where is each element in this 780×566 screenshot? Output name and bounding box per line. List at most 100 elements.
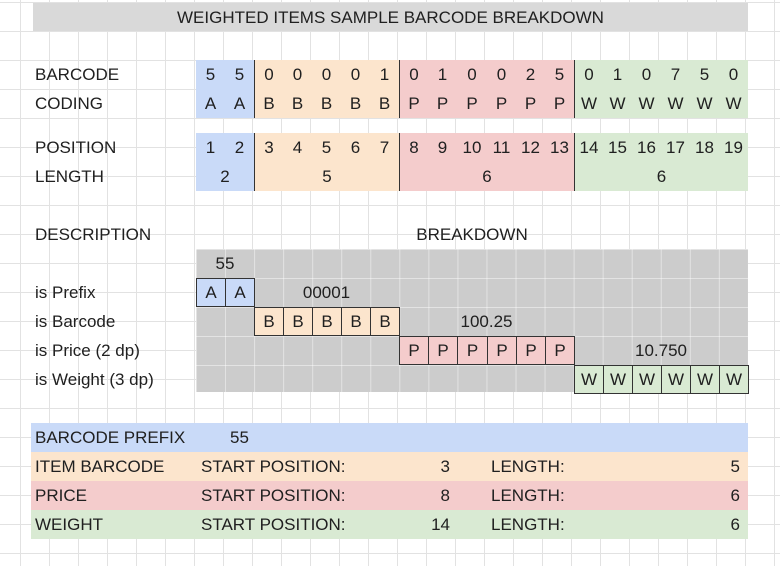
barcode-digit: 1 — [603, 60, 632, 89]
position-number: 8 — [399, 133, 428, 162]
summary-prefix-label: BARCODE PREFIX — [31, 423, 748, 452]
summary-row-name: PRICE — [35, 486, 87, 505]
summary-length-label: LENGTH: — [491, 486, 565, 505]
barcode-digit: 0 — [719, 60, 748, 89]
breakdown-letter: W — [719, 365, 749, 394]
position-number: 19 — [719, 133, 748, 162]
breakdown-letter: P — [399, 336, 429, 365]
position-number: 7 — [370, 133, 399, 162]
coding-letter: P — [545, 89, 574, 118]
breakdown-letter: P — [516, 336, 546, 365]
coding-letter: P — [399, 89, 428, 118]
barcode-digit: 5 — [225, 60, 254, 89]
summary-start-value: 8 — [440, 486, 450, 505]
barcode-digit: 0 — [457, 60, 487, 89]
summary-row — [31, 452, 748, 481]
position-number: 5 — [312, 133, 341, 162]
summary-length-label: LENGTH: — [491, 515, 565, 534]
coding-letter: W — [661, 89, 690, 118]
barcode-digit: 0 — [632, 60, 661, 89]
coding-letter: W — [603, 89, 632, 118]
barcode-digit: 2 — [516, 60, 545, 89]
breakdown-letter: A — [225, 278, 255, 307]
breakdown-letter: W — [632, 365, 662, 394]
breakdown-letter: W — [603, 365, 633, 394]
barcode-digit: 5 — [690, 60, 719, 89]
coding-letter: A — [196, 89, 225, 118]
description-row: is Price (2 dp) — [35, 341, 140, 360]
position-number: 13 — [545, 133, 574, 162]
coding-letter: W — [719, 89, 748, 118]
position-number: 12 — [516, 133, 545, 162]
barcode-digit: 0 — [254, 60, 283, 89]
coding-letter: W — [690, 89, 719, 118]
summary-start-label: START POSITION: — [201, 515, 346, 534]
coding-letter: B — [312, 89, 341, 118]
position-number: 10 — [457, 133, 487, 162]
barcode-digit: 0 — [283, 60, 312, 89]
position-number: 4 — [283, 133, 312, 162]
barcode-digit: 0 — [399, 60, 428, 89]
coding-letter: W — [632, 89, 661, 118]
coding-letter: B — [254, 89, 283, 118]
breakdown-letter: W — [661, 365, 691, 394]
position-number: 14 — [574, 133, 603, 162]
coding-letter: P — [457, 89, 487, 118]
breakdown-letter: B — [341, 307, 371, 336]
length-price: 6 — [399, 162, 574, 191]
breakdown-letter: P — [545, 336, 575, 365]
breakdown-letter: W — [690, 365, 720, 394]
label-description: DESCRIPTION — [35, 225, 152, 244]
coding-letter: A — [225, 89, 254, 118]
breakdown-letter: P — [487, 336, 517, 365]
position-number: 3 — [254, 133, 283, 162]
summary-row-name: ITEM BARCODE — [35, 457, 165, 476]
breakdown-letter: W — [574, 365, 604, 394]
label-breakdown: BREAKDOWN — [416, 225, 528, 244]
summary-length-value: 5 — [730, 457, 740, 476]
length-weight: 6 — [574, 162, 748, 191]
description-row: is Prefix — [35, 283, 96, 302]
summary-start-label: START POSITION: — [201, 486, 346, 505]
barcode-digit: 5 — [545, 60, 574, 89]
summary-length-value: 6 — [730, 486, 740, 505]
breakdown-letter: B — [283, 307, 313, 336]
coding-letter: P — [428, 89, 457, 118]
position-number: 15 — [603, 133, 632, 162]
label-length: LENGTH — [35, 167, 104, 186]
barcode-digit: 0 — [341, 60, 370, 89]
barcode-digit: 1 — [428, 60, 457, 89]
summary-row — [31, 481, 748, 510]
label-barcode: BARCODE — [35, 65, 120, 84]
barcode-digit: 7 — [661, 60, 690, 89]
coding-letter: B — [370, 89, 399, 118]
coding-letter: P — [487, 89, 516, 118]
position-number: 2 — [225, 133, 254, 162]
summary-length-value: 6 — [730, 515, 740, 534]
barcode-digit: 0 — [312, 60, 341, 89]
barcode-digit: 5 — [196, 60, 225, 89]
coding-letter: W — [574, 89, 603, 118]
sheet-title: WEIGHTED ITEMS SAMPLE BARCODE BREAKDOWN — [33, 3, 748, 31]
position-number: 1 — [196, 133, 225, 162]
breakdown-letter: B — [370, 307, 400, 336]
breakdown-letter: A — [196, 278, 226, 307]
description-row: is Barcode — [35, 312, 116, 331]
length-prefix: 2 — [196, 162, 254, 191]
coding-letter: B — [341, 89, 370, 118]
position-number: 18 — [690, 133, 719, 162]
label-coding: CODING — [35, 94, 103, 113]
barcode-value: 00001 — [302, 283, 351, 302]
barcode-digit: 0 — [487, 60, 516, 89]
summary-row — [31, 510, 748, 539]
summary-length-label: LENGTH: — [491, 457, 565, 476]
position-number: 16 — [632, 133, 661, 162]
position-number: 11 — [487, 133, 516, 162]
label-position: POSITION — [35, 138, 117, 157]
summary-row-name: WEIGHT — [35, 515, 103, 534]
position-number: 17 — [661, 133, 690, 162]
barcode-digit: 1 — [370, 60, 399, 89]
weight-value: 10.750 — [635, 341, 687, 360]
breakdown-letter: B — [312, 307, 342, 336]
